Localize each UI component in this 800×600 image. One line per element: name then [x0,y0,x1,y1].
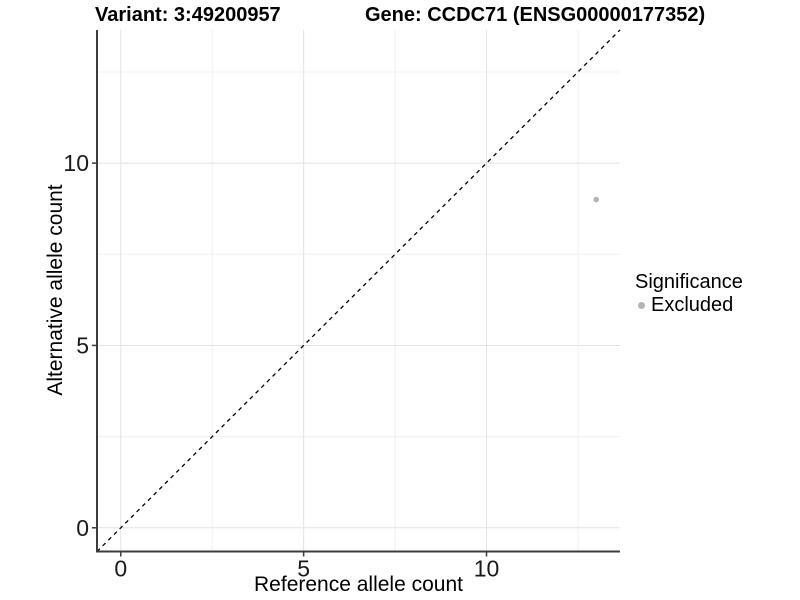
y-axis-title: Alternative allele count [44,184,67,396]
x-tick-label: 0 [114,556,127,582]
x-tick-label: 5 [297,556,310,582]
identity-dashed-line [96,29,621,552]
y-tick-label: 5 [76,332,89,358]
x-tick-label: 10 [474,556,500,582]
y-tick-label: 10 [63,150,89,176]
plot-title-variant: Variant: 3:49200957 [95,4,281,26]
legend-item-label: Excluded [651,294,734,316]
data-point [593,196,600,203]
legend: Significance Excluded [635,271,743,317]
legend-key-dot [638,302,645,309]
plot-title-gene: Gene: CCDC71 (ENSG00000177352) [365,4,706,26]
x-axis-title: Reference allele count [254,573,463,596]
legend-title: Significance [635,271,743,293]
legend-item-excluded: Excluded [635,294,743,317]
y-tick-label: 0 [76,515,89,541]
